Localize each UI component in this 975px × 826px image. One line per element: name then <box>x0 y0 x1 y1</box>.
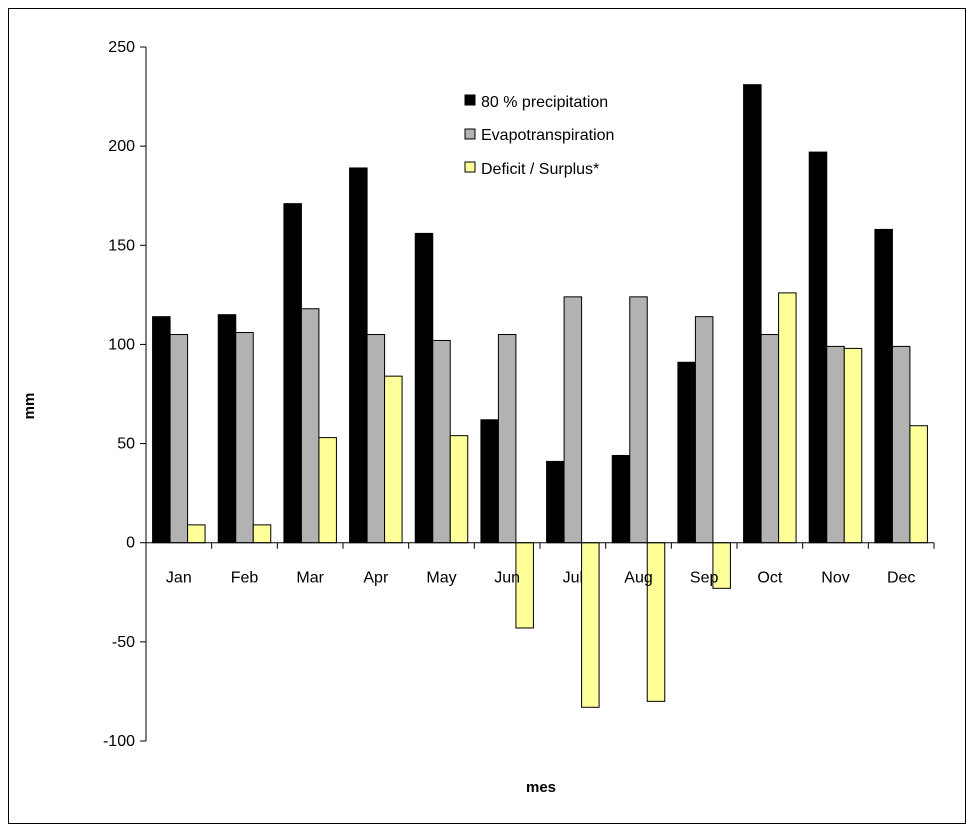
bar-mar-series-2 <box>300 308 320 544</box>
legend-item-deficit-surplus: Deficit / Surplus* <box>464 161 599 178</box>
bar-dec-series-2 <box>891 345 911 544</box>
y-tick-label: 250 <box>108 39 135 56</box>
bar-aug-series-1 <box>611 454 631 544</box>
legend: 80 % precipitation Evapotranspiration De… <box>457 87 675 193</box>
bar-apr-series-3 <box>384 375 403 544</box>
bar-sep-series-1 <box>677 361 696 544</box>
x-tick-label: Jul <box>563 570 583 587</box>
legend-box <box>457 87 675 193</box>
bar-nov-series-3 <box>843 347 863 544</box>
legend-label-deficit-surplus: Deficit / Surplus* <box>481 161 599 178</box>
x-axis: Jan Feb Mar Apr May Jun Jul Aug Sep Oct Nov Dec <box>145 542 935 587</box>
bar-apr-series-1 <box>349 167 368 544</box>
x-axis-title: mes <box>526 779 556 796</box>
x-tick-label: Feb <box>231 570 259 587</box>
bar-may-series-1 <box>414 232 434 544</box>
bar-oct-series-2 <box>760 334 780 544</box>
x-tick-label: Dec <box>887 570 915 587</box>
x-tick-label: Jun <box>494 570 520 587</box>
legend-swatch-precipitation <box>464 94 476 106</box>
bar-chart: -100 -50 0 50 100 150 200 250 Jan Feb Mar Apr May Ju… <box>21 39 935 796</box>
y-axis: -100 -50 0 50 100 150 200 250 <box>103 39 147 750</box>
legend-swatch-deficit-surplus <box>464 161 476 173</box>
x-tick-label: Jan <box>166 570 192 587</box>
bar-apr-series-2 <box>366 334 386 544</box>
bar-jan-series-3 <box>187 524 206 544</box>
bar-feb-series-2 <box>235 332 254 544</box>
bar-aug-series-2 <box>629 296 648 544</box>
bar-feb-series-3 <box>252 524 272 544</box>
bar-jul-series-2 <box>563 296 583 544</box>
bar-jul-series-3 <box>581 542 600 708</box>
y-tick-label: 200 <box>108 138 135 155</box>
y-axis-title: mm <box>21 393 38 420</box>
bar-jan-series-1 <box>152 316 171 544</box>
legend-item-evapotranspiration: Evapotranspiration <box>464 127 614 144</box>
bar-oct-series-3 <box>778 292 797 544</box>
y-tick-label: 150 <box>108 237 135 254</box>
x-tick-label: Aug <box>624 570 652 587</box>
legend-label-evapotranspiration: Evapotranspiration <box>481 127 614 144</box>
x-tick-label: May <box>426 570 456 587</box>
bar-mar-series-1 <box>283 203 302 544</box>
y-tick-label: 50 <box>117 436 135 453</box>
bar-jun-series-1 <box>480 419 499 544</box>
bar-nov-series-2 <box>826 345 845 544</box>
y-tick-label: -50 <box>112 634 135 651</box>
x-tick-label: Mar <box>296 570 324 587</box>
bars <box>152 84 928 708</box>
bar-aug-series-3 <box>646 542 666 702</box>
bar-feb-series-1 <box>217 314 237 544</box>
legend-swatch-evapotranspiration <box>464 128 476 140</box>
bar-jun-series-2 <box>497 334 517 544</box>
bar-may-series-3 <box>449 435 469 544</box>
bar-dec-series-1 <box>874 228 893 544</box>
x-tick-label: Oct <box>757 570 782 587</box>
y-tick-label: 100 <box>108 336 135 353</box>
bar-dec-series-3 <box>909 425 928 544</box>
chart-frame: -100 -50 0 50 100 150 200 250 Jan Feb Mar Apr May Ju… <box>8 8 966 824</box>
x-tick-label: Apr <box>363 570 389 587</box>
y-tick-label: -100 <box>103 733 135 750</box>
bar-mar-series-3 <box>318 437 337 544</box>
bar-jan-series-2 <box>169 334 189 544</box>
y-tick-label: 0 <box>126 535 135 552</box>
x-tick-label: Nov <box>821 570 849 587</box>
bar-may-series-2 <box>432 339 451 544</box>
legend-item-precipitation: 80 % precipitation <box>464 94 608 111</box>
bar-jul-series-1 <box>546 460 565 544</box>
bar-sep-series-2 <box>694 316 714 544</box>
legend-label-precipitation: 80 % precipitation <box>481 94 608 111</box>
x-tick-label: Sep <box>690 570 719 587</box>
bar-oct-series-1 <box>743 84 762 544</box>
bar-nov-series-1 <box>808 151 828 544</box>
